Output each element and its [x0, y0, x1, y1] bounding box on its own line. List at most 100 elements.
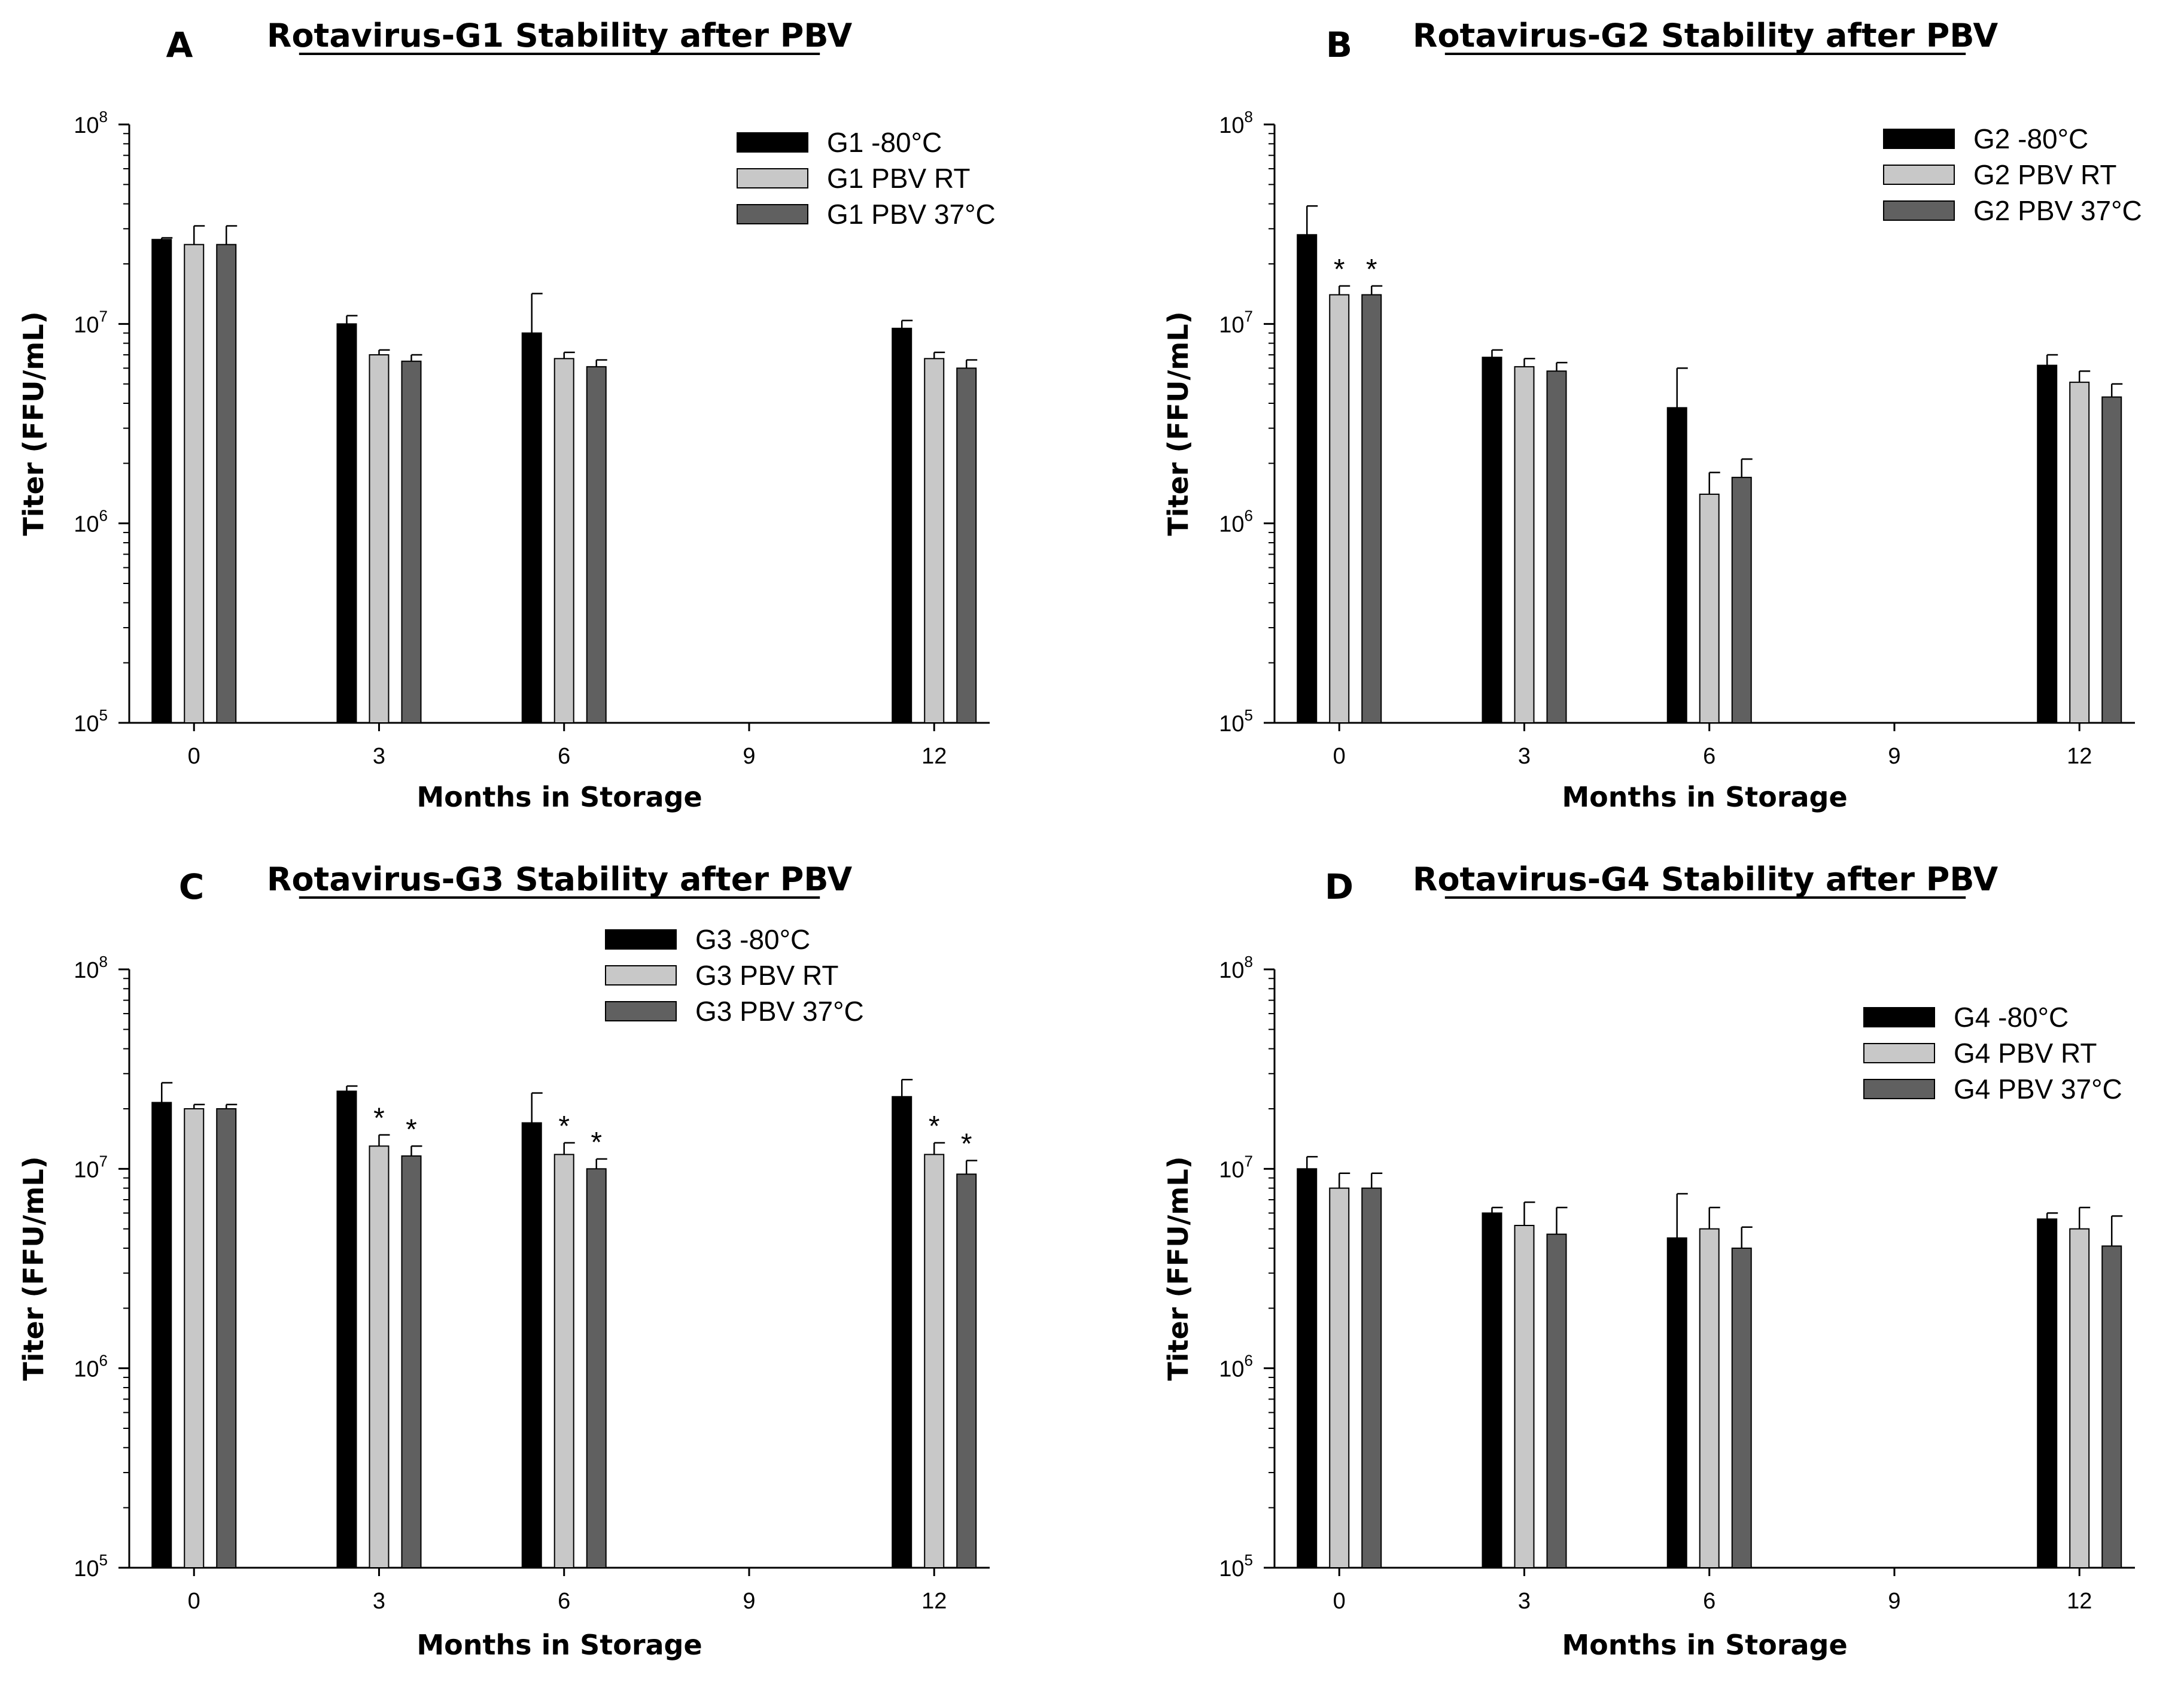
- bar: [1666, 1237, 1687, 1569]
- bar: [1329, 1187, 1350, 1569]
- bar: [1546, 1233, 1567, 1568]
- y-tick-label: 105: [74, 1551, 108, 1581]
- bar: [151, 239, 172, 723]
- bar: [892, 327, 912, 723]
- bar: [369, 1145, 390, 1568]
- y-axis-label: Titer (FFU/mL): [1162, 311, 1194, 536]
- chart-panel-d: D Rotavirus-G4 Stability after PBV 105 106 1…: [1162, 860, 2135, 1661]
- significance-marker: *: [1334, 254, 1345, 285]
- legend-entry: G2 PBV RT: [1973, 159, 2116, 190]
- y-axis-label: Titer (FFU/mL): [17, 311, 50, 536]
- x-tick-label: 0: [188, 1589, 200, 1614]
- legend-swatch: [605, 1001, 677, 1021]
- bar: [401, 360, 422, 723]
- y-axis-label: Titer (FFU/mL): [17, 1156, 50, 1380]
- x-tick-label: 3: [373, 1589, 385, 1614]
- bar: [924, 358, 945, 723]
- significance-marker: *: [406, 1114, 417, 1145]
- y-axis-label: Titer (FFU/mL): [1162, 1156, 1194, 1380]
- legend-entry: G3 PBV 37°C: [695, 996, 864, 1027]
- y-tick-label: 108: [74, 108, 108, 138]
- significance-marker: *: [929, 1111, 940, 1142]
- bar: [1297, 1168, 1318, 1569]
- legend-entry: G3 PBV RT: [695, 960, 838, 991]
- x-tick-label: 9: [743, 1589, 755, 1614]
- x-tick-label: 0: [1333, 1589, 1346, 1614]
- y-tick-label: 107: [1219, 1152, 1253, 1182]
- chart-title: Rotavirus-G3 Stability after PBV: [267, 860, 852, 898]
- bar: [1699, 1228, 1720, 1569]
- panel-letter: A: [166, 25, 193, 65]
- legend-entry: G4 PBV RT: [1954, 1038, 2097, 1069]
- x-tick-label: 3: [1518, 1589, 1531, 1614]
- bar: [2069, 381, 2090, 723]
- bar: [2069, 1228, 2090, 1569]
- bar: [553, 358, 574, 723]
- x-tick-label: 3: [373, 744, 385, 769]
- bar: [1482, 357, 1502, 723]
- x-tick-label: 3: [1518, 744, 1531, 769]
- legend-entry: G1 -80°C: [827, 127, 942, 158]
- bar: [521, 1122, 542, 1568]
- bar: [216, 244, 237, 724]
- significance-marker: *: [591, 1127, 602, 1158]
- bar: [2037, 364, 2058, 723]
- legend-swatch: [737, 168, 808, 188]
- significance-marker: *: [961, 1129, 972, 1160]
- bar: [2101, 396, 2122, 723]
- legend-entry: G1 PBV RT: [827, 163, 970, 194]
- legend-swatch: [1883, 129, 1955, 149]
- x-axis-label: Months in Storage: [416, 781, 702, 813]
- legend-entry: G3 -80°C: [695, 924, 810, 955]
- chart-title: Rotavirus-G4 Stability after PBV: [1413, 860, 1998, 898]
- chart-panel-c: C Rotavirus-G3 Stability after PBV 105 106 1…: [17, 860, 990, 1661]
- x-tick-label: 12: [2067, 1589, 2092, 1614]
- legend-entry: G1 PBV 37°C: [827, 199, 996, 230]
- y-tick-label: 106: [1219, 1352, 1253, 1382]
- x-tick-label: 0: [1333, 744, 1346, 769]
- bar: [586, 366, 607, 723]
- legend-swatch: [1863, 1007, 1935, 1027]
- bar: [184, 244, 205, 724]
- bar: [1546, 370, 1567, 723]
- chart-panel-b: B Rotavirus-G2 Stability after PBV 105 106 1…: [1162, 17, 2142, 813]
- x-tick-label: 6: [558, 1589, 570, 1614]
- bar: [336, 323, 357, 723]
- bar: [1514, 366, 1535, 723]
- y-tick-label: 108: [1219, 108, 1253, 138]
- x-tick-label: 12: [2067, 744, 2092, 769]
- y-tick-label: 107: [1219, 307, 1253, 337]
- x-tick-label: 12: [921, 744, 947, 769]
- significance-marker: *: [558, 1111, 570, 1142]
- x-tick-label: 0: [188, 744, 200, 769]
- x-axis-label: Months in Storage: [1562, 1629, 1847, 1661]
- bar: [1329, 294, 1350, 724]
- y-tick-label: 108: [1219, 953, 1253, 983]
- legend-entry: G2 -80°C: [1973, 123, 2088, 154]
- chart-panel-a: A Rotavirus-G1 Stability after PBV 105 106 1…: [17, 17, 996, 813]
- x-tick-label: 9: [1888, 744, 1900, 769]
- bar: [1731, 476, 1752, 723]
- significance-marker: *: [373, 1103, 385, 1135]
- bar: [336, 1090, 357, 1568]
- significance-marker: *: [1366, 254, 1377, 285]
- panel-letter: B: [1326, 25, 1352, 65]
- legend-swatch: [605, 965, 677, 986]
- bar: [216, 1108, 237, 1568]
- y-tick-label: 106: [1219, 507, 1253, 537]
- x-axis-label: Months in Storage: [1562, 781, 1847, 813]
- bar: [401, 1155, 422, 1568]
- legend-swatch: [737, 204, 808, 224]
- legend-entry: G4 PBV 37°C: [1954, 1073, 2122, 1105]
- y-tick-label: 107: [74, 1152, 108, 1182]
- y-tick-label: 106: [74, 1352, 108, 1382]
- panel-letter: D: [1325, 866, 1353, 907]
- y-tick-label: 107: [74, 307, 108, 337]
- bar: [1731, 1247, 1752, 1568]
- bar: [956, 367, 977, 723]
- legend-swatch: [1863, 1079, 1935, 1099]
- legend-swatch: [605, 929, 677, 950]
- chart-title: Rotavirus-G1 Stability after PBV: [267, 17, 852, 54]
- legend-entry: G2 PBV 37°C: [1973, 195, 2142, 226]
